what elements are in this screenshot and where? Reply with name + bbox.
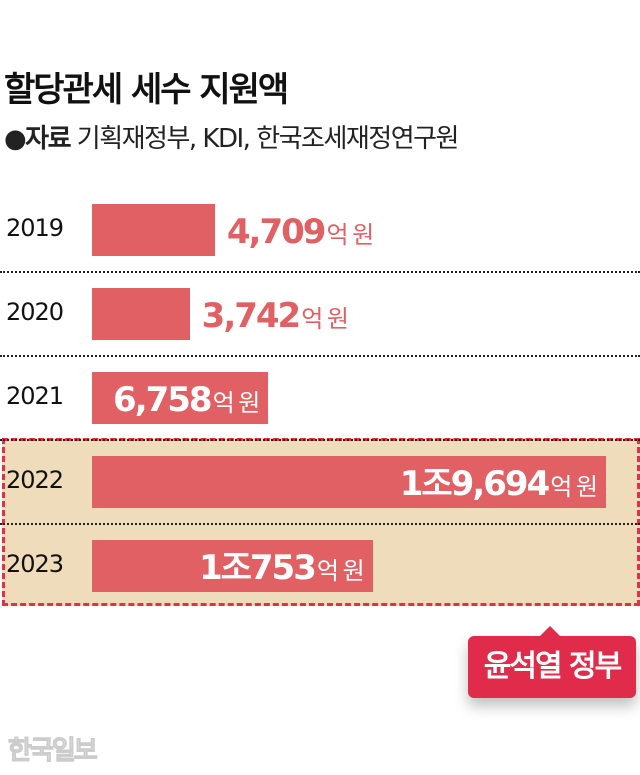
value-unit: 억 원 <box>550 473 598 501</box>
bar-row-2022: 2022 1조9,694억 원 <box>0 440 640 524</box>
watermark-logo: 한국일보 <box>8 736 99 767</box>
value-number: 3,742 <box>201 296 302 336</box>
value-label: 3,742억 원 <box>201 288 349 340</box>
chart-title: 할당관세 세수 지원액 <box>4 70 289 110</box>
value-number: 1조9,694 <box>399 464 550 504</box>
row-divider <box>0 355 640 357</box>
bar-2023 <box>92 540 373 592</box>
bar-row-2023: 2023 1조753억 원 <box>0 524 640 608</box>
source-line: ●자료 기획재정부, KDI, 한국조세재정연구원 <box>4 118 460 155</box>
row-divider <box>0 271 640 273</box>
row-divider <box>0 523 640 525</box>
bar-2022 <box>92 456 606 508</box>
value-unit: 억 원 <box>301 305 349 333</box>
bar-row-2021: 2021 6,758억 원 <box>0 356 640 440</box>
bar-row-2020: 2020 3,742억 원 <box>0 272 640 356</box>
bar-2020 <box>92 288 190 340</box>
value-label: 1조9,694억 원 <box>399 456 598 508</box>
value-number: 6,758 <box>113 380 213 420</box>
value-label: 6,758억 원 <box>113 372 261 424</box>
bar-2021 <box>92 372 269 424</box>
value-number: 1조753 <box>198 548 317 588</box>
source-text: 기획재정부, KDI, 한국조세재정연구원 <box>76 124 460 154</box>
value-label: 4,709억 원 <box>226 204 374 256</box>
source-label: ●자료 <box>4 124 72 154</box>
bar-row-2019: 2019 4,709억 원 <box>0 188 640 272</box>
year-label: 2020 <box>6 298 64 326</box>
value-unit: 억 원 <box>316 557 365 585</box>
year-label: 2023 <box>6 550 64 578</box>
year-label: 2022 <box>6 466 64 494</box>
year-label: 2021 <box>6 382 64 410</box>
value-number: 4,709 <box>226 212 327 252</box>
value-unit: 억 원 <box>326 221 374 249</box>
highlight-callout: 윤석열 정부 <box>468 626 636 698</box>
year-label: 2019 <box>6 214 64 242</box>
bar-2019 <box>92 204 215 256</box>
value-label: 1조753억 원 <box>198 540 365 592</box>
row-divider <box>0 439 640 441</box>
value-unit: 억 원 <box>212 389 261 417</box>
